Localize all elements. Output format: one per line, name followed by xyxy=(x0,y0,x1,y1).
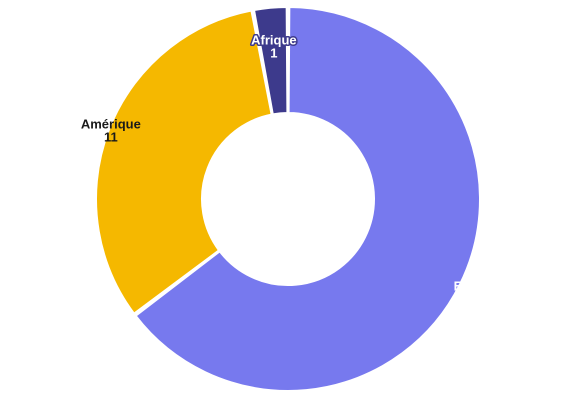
data-label-amerique-value: 11 xyxy=(104,129,118,144)
slice-afrique[interactable] xyxy=(253,6,289,116)
data-label-afrique-name: Afrique xyxy=(251,33,297,48)
donut-slices xyxy=(95,6,481,392)
slice-europe[interactable] xyxy=(134,6,481,392)
slice-amerique[interactable] xyxy=(95,9,273,315)
data-label-europe-value: 22 xyxy=(469,292,483,307)
data-label-amerique-name: Amérique xyxy=(81,116,141,131)
data-label-afrique-value: 1 xyxy=(270,46,277,61)
data-label-europe-name: Europe xyxy=(454,279,499,294)
